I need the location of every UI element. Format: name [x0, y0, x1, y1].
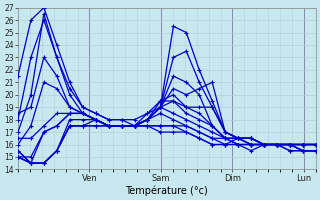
X-axis label: Température (°c): Température (°c) [125, 185, 208, 196]
